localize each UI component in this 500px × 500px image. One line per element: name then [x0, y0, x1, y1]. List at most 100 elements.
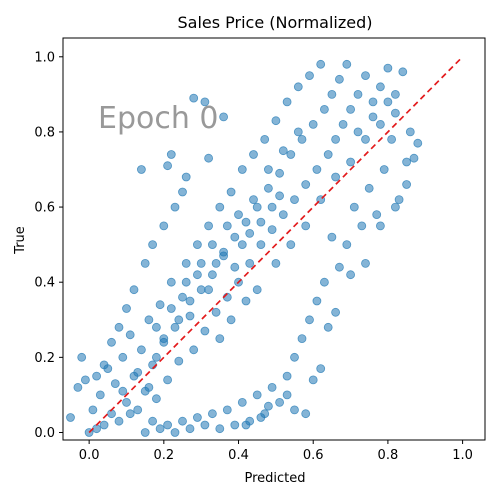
data-point — [81, 375, 90, 385]
plot-frame — [62, 37, 486, 441]
data-point — [338, 120, 348, 129]
data-point — [256, 240, 266, 250]
data-point — [151, 352, 161, 362]
data-point — [267, 382, 277, 392]
data-point — [282, 97, 292, 107]
data-point — [114, 416, 124, 426]
data-point — [327, 232, 337, 242]
data-point — [211, 307, 221, 317]
data-point — [200, 420, 210, 430]
data-point — [319, 105, 329, 114]
data-point — [263, 401, 273, 411]
data-point — [361, 258, 370, 268]
data-point — [390, 108, 400, 118]
reference-line — [88, 56, 464, 434]
data-point — [275, 191, 285, 201]
data-point — [327, 90, 337, 99]
data-point — [189, 345, 199, 355]
data-point — [241, 217, 251, 227]
data-point — [234, 210, 243, 220]
data-point — [178, 187, 187, 197]
data-point — [166, 304, 176, 313]
data-point — [196, 258, 206, 268]
data-point — [215, 334, 225, 344]
data-point — [192, 413, 202, 422]
data-point — [178, 416, 187, 426]
data-point — [316, 364, 326, 374]
data-point — [118, 386, 128, 396]
data-point — [263, 183, 273, 193]
data-point — [252, 390, 262, 400]
data-point — [174, 315, 184, 325]
y-tick-label: 0.8 — [34, 125, 55, 140]
data-point — [136, 165, 146, 174]
y-tick-label: 0.0 — [34, 426, 55, 441]
data-point — [357, 221, 367, 231]
data-point — [192, 240, 202, 250]
data-point — [375, 82, 385, 92]
data-point — [219, 247, 229, 257]
data-point — [252, 285, 262, 295]
data-point — [387, 134, 397, 144]
data-point — [144, 382, 154, 392]
epoch-annotation: Epoch 0 — [98, 101, 218, 136]
data-point — [200, 97, 210, 107]
x-tick-label: 1.0 — [452, 448, 473, 463]
data-point — [364, 183, 374, 193]
data-point — [122, 397, 131, 407]
data-point — [140, 258, 150, 268]
y-tick-label: 0.4 — [34, 276, 55, 291]
data-point — [136, 345, 146, 355]
data-point — [151, 394, 161, 404]
data-point — [114, 322, 124, 332]
data-point — [92, 371, 101, 381]
data-point — [118, 352, 128, 362]
data-point — [88, 405, 98, 415]
data-point — [178, 292, 187, 302]
data-point — [181, 277, 191, 287]
data-point — [286, 150, 296, 159]
data-point — [346, 270, 356, 280]
data-point — [308, 375, 318, 385]
data-point — [312, 165, 322, 174]
data-point — [383, 97, 393, 107]
data-point — [204, 153, 214, 163]
data-point — [237, 397, 247, 407]
data-point — [290, 405, 299, 415]
y-tick-label: 0.2 — [34, 351, 55, 366]
data-point — [353, 90, 363, 99]
data-point — [256, 413, 266, 422]
y-axis-label: True — [13, 226, 28, 255]
data-point — [73, 382, 83, 392]
chart-title: Sales Price (Normalized) — [177, 13, 372, 32]
data-point — [361, 134, 370, 144]
data-point — [222, 221, 232, 231]
data-point — [282, 390, 292, 400]
data-point — [297, 134, 307, 144]
data-point — [99, 360, 109, 370]
data-point — [155, 424, 165, 434]
data-point — [375, 120, 385, 129]
data-point — [237, 240, 247, 250]
data-point — [241, 296, 251, 306]
data-point — [185, 296, 195, 306]
data-point — [379, 165, 389, 174]
data-point — [402, 157, 412, 167]
data-point — [110, 379, 120, 389]
data-point — [230, 232, 240, 242]
data-point — [346, 157, 356, 167]
x-tick-label: 0.6 — [303, 448, 324, 463]
data-point — [215, 424, 225, 434]
data-point — [316, 59, 326, 69]
data-point — [346, 105, 356, 114]
data-point — [305, 71, 314, 80]
data-point — [390, 90, 400, 99]
data-point — [334, 262, 344, 272]
data-point — [140, 428, 150, 437]
data-point — [331, 134, 341, 144]
data-point — [372, 210, 382, 220]
points-layer — [66, 59, 423, 437]
data-point — [181, 258, 191, 268]
data-point — [349, 202, 359, 212]
data-point — [413, 138, 423, 148]
